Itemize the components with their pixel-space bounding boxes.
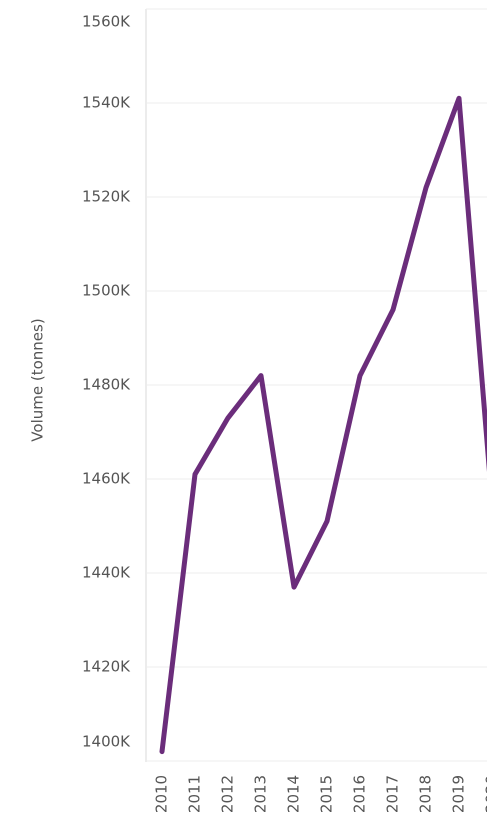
y-tick-label: 1460K [82, 470, 131, 488]
y-tick-label: 1440K [82, 564, 131, 582]
y-tick-label: 1420K [82, 658, 131, 676]
y-tick-label: 1520K [82, 188, 131, 206]
x-tick-label: 2015 [318, 775, 336, 813]
y-tick-label: 1540K [82, 94, 131, 112]
x-tick-label: 2013 [252, 775, 270, 813]
x-tick-label: 2020 [483, 775, 487, 813]
x-tick-label: 2010 [153, 775, 171, 813]
x-tick-label: 2012 [219, 775, 237, 813]
y-axis-label: Volume (tonnes) [29, 318, 47, 441]
y-tick-label: 1500K [82, 282, 131, 300]
x-tick-label: 2014 [285, 775, 303, 813]
line-series [162, 98, 487, 751]
x-tick-label: 2017 [384, 775, 402, 813]
x-tick-label: 2019 [450, 775, 468, 813]
x-tick-label: 2018 [417, 775, 435, 813]
y-tick-label: 1400K [82, 733, 131, 751]
y-tick-label: 1480K [82, 376, 131, 394]
x-tick-label: 2011 [186, 775, 204, 813]
x-tick-label: 2016 [351, 775, 369, 813]
y-tick-label: 1560K [82, 13, 131, 31]
